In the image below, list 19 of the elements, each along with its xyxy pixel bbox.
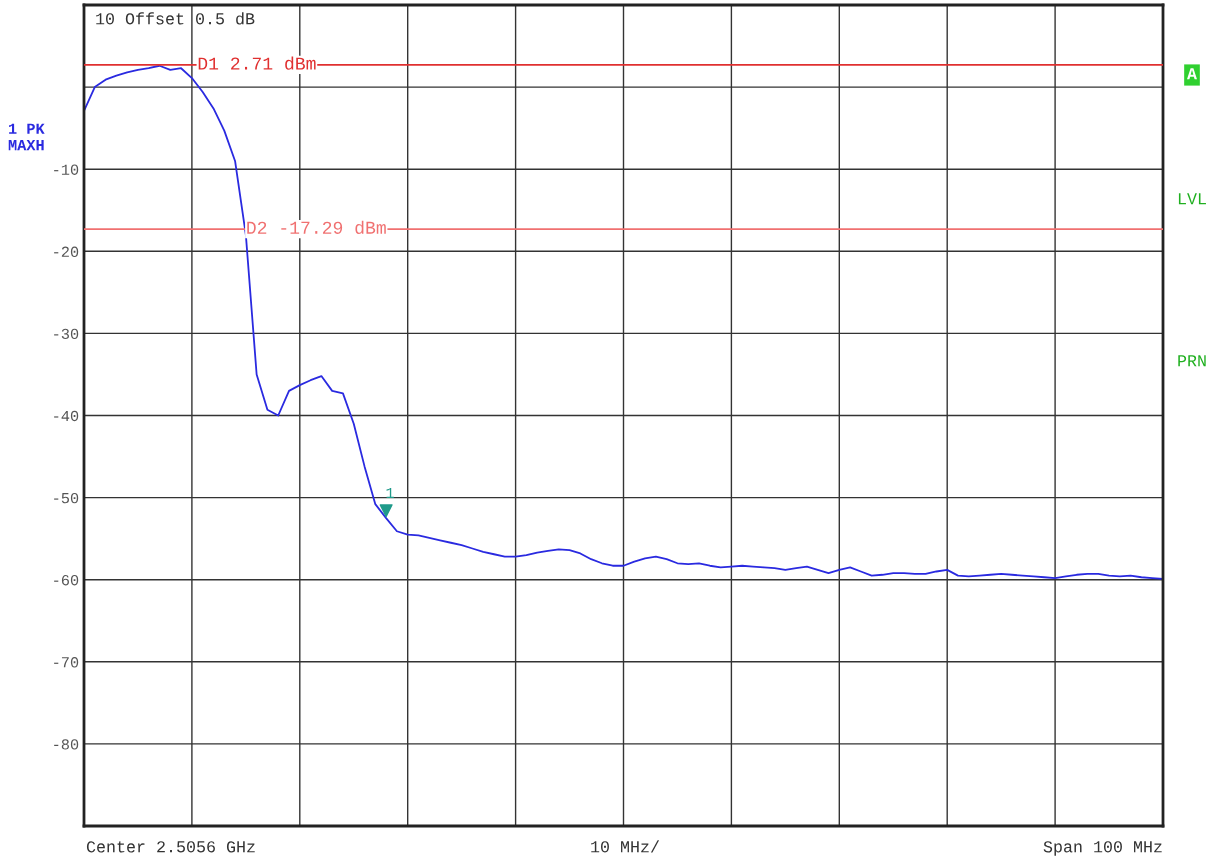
y-tick-label: -10: [54, 164, 79, 175]
text: A: [1187, 68, 1197, 80]
y-tick-label: -30: [54, 328, 79, 340]
y-tick-label: -70: [54, 657, 79, 668]
ref-line-label: D1 2.71 dBm: [198, 56, 316, 70]
y-tick-label: -80: [54, 739, 79, 750]
y-tick-label: -20: [54, 246, 79, 257]
text: LVL: [1178, 193, 1206, 205]
y-tick-label: -50: [54, 492, 79, 504]
ref-line-label: D2 -17.29 dBm: [247, 220, 386, 234]
y-tick-label: -40: [54, 410, 79, 422]
y-tick-label: -60: [54, 575, 79, 586]
text: PRN: [1178, 355, 1206, 367]
text: Center 2.5056 GHz: [86, 841, 255, 853]
annotation: 10 Offset 0.5 dB: [96, 12, 255, 25]
annotation: 1: [386, 487, 394, 498]
text: 1 PK MAXH: [8, 123, 45, 151]
text: 10 MHz/: [591, 840, 660, 853]
text: Span 100 MHz: [1043, 841, 1162, 856]
